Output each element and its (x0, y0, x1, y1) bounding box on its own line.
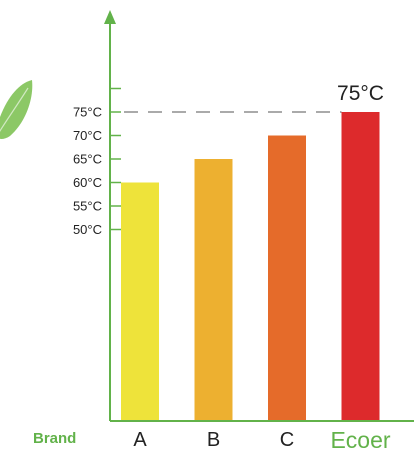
bar-c (268, 135, 306, 420)
x-tick-label-c: C (280, 429, 294, 451)
y-tick-label: 65°C (73, 152, 102, 167)
x-tick-label-ecoer: Ecoer (330, 427, 390, 453)
x-tick-label-a: A (133, 429, 147, 451)
y-tick-label: 55°C (73, 199, 102, 214)
y-axis-arrow (104, 10, 116, 24)
x-tick-label-b: B (207, 429, 220, 451)
y-ticks-group: 50°C 55°C 60°C 65°C 70°C 75°C (73, 87, 121, 237)
y-tick-label: 70°C (73, 128, 102, 143)
bar-a (121, 182, 159, 420)
y-tick-label: 60°C (73, 175, 102, 190)
y-tick-label: 50°C (73, 222, 102, 237)
data-labels-group: 75°C (337, 82, 384, 105)
x-ticks-group: A B C Ecoer (133, 427, 391, 453)
leaf-icon (0, 80, 33, 139)
bars-group (121, 112, 380, 420)
x-axis-title: Brand (33, 430, 76, 447)
bar-ecoer (341, 112, 380, 420)
y-tick-label: 75°C (73, 105, 102, 120)
bar-b (194, 159, 233, 420)
data-label-ecoer: 75°C (337, 82, 384, 105)
